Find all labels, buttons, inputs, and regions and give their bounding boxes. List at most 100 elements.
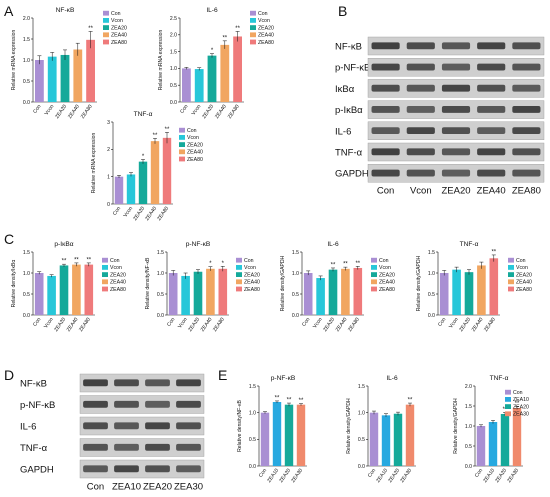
legend-swatch-con bbox=[236, 257, 242, 263]
bar-zea30 bbox=[405, 404, 415, 466]
bar-vcon bbox=[47, 275, 56, 315]
legend-swatch-zea20 bbox=[508, 272, 514, 277]
y-tick-label: 2.5 bbox=[170, 16, 177, 22]
bar-zea20 bbox=[193, 271, 203, 315]
significance-marker: ** bbox=[153, 133, 158, 139]
legend-swatch-zea20 bbox=[505, 404, 511, 409]
blot-band bbox=[371, 169, 400, 177]
y-tick-label: 2 bbox=[107, 147, 110, 153]
bar-vcon bbox=[126, 174, 136, 204]
significance-marker: * bbox=[211, 48, 214, 54]
blot-band bbox=[371, 106, 400, 113]
legend-swatch-con bbox=[250, 10, 256, 16]
y-tick-label: 1.0 bbox=[157, 271, 164, 277]
blot-band bbox=[145, 443, 170, 451]
bar-con bbox=[34, 273, 44, 315]
blot-band bbox=[176, 422, 201, 430]
blot-band bbox=[83, 422, 108, 430]
y-tick-label: 0.0 bbox=[465, 464, 472, 470]
x-tick-label: Con bbox=[437, 317, 447, 328]
blot-band bbox=[176, 465, 201, 473]
blot-band bbox=[176, 443, 201, 451]
blot-band bbox=[114, 443, 139, 451]
blot-band bbox=[406, 169, 435, 177]
legend-label-zea80: ZEA80 bbox=[379, 287, 395, 293]
y-tick-label: 0.5 bbox=[465, 444, 472, 450]
significance-marker: * bbox=[209, 261, 212, 267]
bar-con bbox=[303, 273, 313, 315]
bar-zea20 bbox=[464, 272, 474, 315]
legend-label-zea20: ZEA20 bbox=[244, 272, 260, 278]
chart-title: p-NF-κB bbox=[186, 241, 211, 248]
legend-label-zea20: ZEA20 bbox=[187, 142, 203, 148]
bar-vcon bbox=[452, 269, 461, 315]
bar-zea80 bbox=[353, 267, 363, 315]
bar-con bbox=[476, 426, 486, 466]
legend-label-vcon: Vcon bbox=[110, 265, 122, 271]
legend-swatch-vcon bbox=[236, 265, 242, 270]
x-tick-label: Con bbox=[258, 468, 268, 479]
chart-title: NF-κB bbox=[56, 7, 75, 14]
blot-band bbox=[512, 148, 541, 156]
x-tick-label: ZEA40 bbox=[335, 317, 349, 333]
y-axis-label: Relative density/GAPDH bbox=[416, 255, 422, 311]
y-tick-label: 1.0 bbox=[170, 66, 177, 72]
legend-label-vcon: Vcon bbox=[244, 265, 256, 271]
legend-swatch-zea80 bbox=[236, 286, 242, 292]
panel-letter-c: C bbox=[4, 231, 14, 247]
blot-row-label: NF-κB bbox=[20, 379, 47, 390]
legend-label-zea30: ZEA30 bbox=[513, 412, 529, 418]
blot-row-label: IL-6 bbox=[335, 126, 351, 137]
x-tick-label: ZEA20 bbox=[322, 317, 336, 333]
legend-swatch-vcon bbox=[103, 18, 109, 23]
y-tick-label: 0.5 bbox=[23, 79, 30, 85]
x-tick-label: ZEA20 bbox=[458, 317, 472, 333]
x-tick-label: ZEA20 bbox=[54, 104, 68, 120]
blot-band bbox=[371, 63, 400, 71]
y-tick-label: 1.0 bbox=[23, 58, 30, 64]
panel-letter-a: A bbox=[4, 3, 14, 19]
significance-marker: ** bbox=[62, 259, 67, 265]
blot-band bbox=[371, 84, 400, 92]
x-tick-label: Con bbox=[166, 317, 176, 328]
y-tick-label: 0.0 bbox=[292, 313, 299, 319]
blot-band bbox=[406, 106, 435, 113]
blot-band bbox=[371, 148, 400, 156]
legend-swatch-zea80 bbox=[508, 286, 514, 292]
x-tick-label: Vcon bbox=[123, 206, 135, 219]
blot-band bbox=[406, 148, 435, 156]
bar-zea20 bbox=[500, 414, 510, 466]
x-tick-label: ZEA40 bbox=[67, 104, 81, 120]
bar-zea20 bbox=[59, 265, 69, 315]
y-tick-label: 0.5 bbox=[157, 292, 164, 298]
y-tick-label: 1.0 bbox=[292, 271, 299, 277]
legend-swatch-zea30 bbox=[505, 411, 511, 417]
x-tick-label: Con bbox=[301, 317, 311, 328]
legend-label-zea40: ZEA40 bbox=[110, 280, 126, 286]
legend-label-zea10: ZEA10 bbox=[513, 397, 529, 403]
blot-band bbox=[114, 422, 139, 430]
blot-band bbox=[83, 443, 108, 451]
bar-con bbox=[439, 273, 449, 315]
legend-swatch-vcon bbox=[102, 265, 108, 270]
blot-lane-label: ZEA80 bbox=[512, 185, 541, 196]
y-tick-label: 0.0 bbox=[170, 100, 177, 106]
bar-zea40 bbox=[150, 141, 160, 204]
blot-band bbox=[145, 465, 170, 473]
legend-swatch-con bbox=[179, 127, 185, 133]
legend-label-con: Con bbox=[111, 11, 121, 17]
legend-swatch-con bbox=[505, 389, 511, 395]
bar-con bbox=[168, 273, 178, 315]
legend-swatch-zea40 bbox=[102, 279, 108, 285]
chart-a2: IL-6 Relative mRNA expression 0.0 0.5 1.0 1.5… bbox=[158, 7, 274, 120]
x-tick-label: ZEA80 bbox=[212, 317, 226, 333]
legend-swatch-zea40 bbox=[236, 279, 242, 285]
blot-band bbox=[512, 84, 541, 92]
bar-zea10 bbox=[381, 415, 391, 466]
bar-zea80 bbox=[233, 36, 242, 103]
